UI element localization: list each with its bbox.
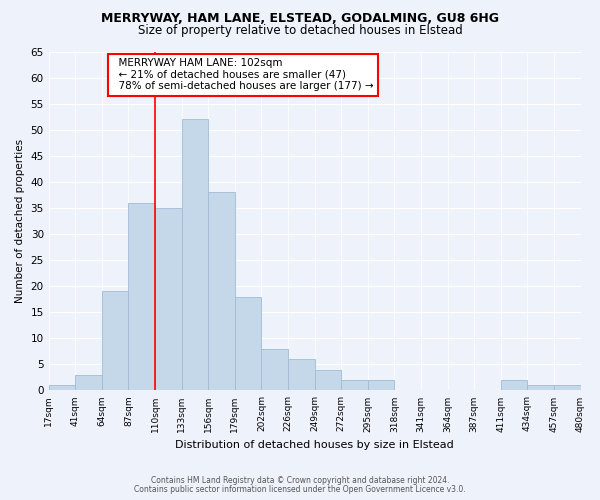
Bar <box>341 380 368 390</box>
Text: Contains public sector information licensed under the Open Government Licence v3: Contains public sector information licen… <box>134 484 466 494</box>
Text: Size of property relative to detached houses in Elstead: Size of property relative to detached ho… <box>137 24 463 37</box>
Bar <box>554 385 581 390</box>
Bar <box>368 380 394 390</box>
Bar <box>49 385 75 390</box>
Bar <box>501 380 527 390</box>
Bar <box>128 202 155 390</box>
Bar <box>235 296 262 390</box>
Bar <box>102 292 128 390</box>
Bar <box>208 192 235 390</box>
Text: MERRYWAY, HAM LANE, ELSTEAD, GODALMING, GU8 6HG: MERRYWAY, HAM LANE, ELSTEAD, GODALMING, … <box>101 12 499 26</box>
X-axis label: Distribution of detached houses by size in Elstead: Distribution of detached houses by size … <box>175 440 454 450</box>
Y-axis label: Number of detached properties: Number of detached properties <box>15 139 25 303</box>
Text: Contains HM Land Registry data © Crown copyright and database right 2024.: Contains HM Land Registry data © Crown c… <box>151 476 449 485</box>
Bar <box>314 370 341 390</box>
Bar <box>262 348 288 391</box>
Bar <box>527 385 554 390</box>
Bar <box>155 208 182 390</box>
Bar <box>75 375 102 390</box>
Bar <box>182 120 208 390</box>
Bar <box>288 359 314 390</box>
Text: MERRYWAY HAM LANE: 102sqm
  ← 21% of detached houses are smaller (47)
  78% of s: MERRYWAY HAM LANE: 102sqm ← 21% of detac… <box>112 58 374 92</box>
